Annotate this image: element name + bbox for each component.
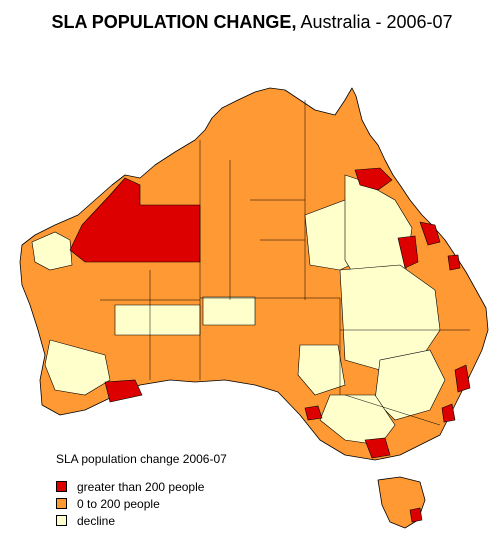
region-high-qld-coast-2 <box>419 221 441 246</box>
region-decline-inland-east <box>339 264 441 371</box>
map-title: SLA POPULATION CHANGE, Australia - 2006-… <box>0 12 504 33</box>
map-title-regular: Australia - <box>296 12 387 32</box>
region-high-sydney <box>441 403 456 423</box>
legend-item: 0 to 200 people <box>56 495 227 512</box>
region-high-melbourne <box>364 437 391 459</box>
region-high-tasmania <box>409 507 423 523</box>
border-vic-nsw <box>344 394 441 426</box>
region-high-se-qld <box>447 254 461 271</box>
legend-label: 0 to 200 people <box>77 496 160 511</box>
region-high-pilbara <box>69 177 201 263</box>
legend-item: greater than 200 people <box>56 478 227 495</box>
region-decline-wa-south <box>44 339 111 396</box>
region-decline-sa <box>297 344 346 396</box>
region-decline-wa-north <box>31 231 73 271</box>
legend-label: decline <box>77 513 116 528</box>
region-high-qld-north <box>354 167 393 191</box>
region-high-adelaide <box>304 405 323 421</box>
map-title-year: 2006-07 <box>386 12 453 32</box>
legend-items: greater than 200 people 0 to 200 people de… <box>56 478 227 529</box>
region-decline-central-1 <box>114 304 201 336</box>
region-decline-central-2 <box>202 296 256 326</box>
region-high-nsw-coast <box>454 364 471 393</box>
map-legend: SLA population change 2006-07 greater th… <box>56 452 227 529</box>
legend-title: SLA population change 2006-07 <box>56 452 227 466</box>
region-high-qld-coast-1 <box>397 235 419 269</box>
legend-swatch <box>56 515 67 526</box>
legend-swatch <box>56 498 67 509</box>
legend-item: decline <box>56 512 227 529</box>
map-title-bold: SLA POPULATION CHANGE, <box>51 12 297 32</box>
region-high-wa-southwest <box>104 379 143 403</box>
legend-swatch <box>56 481 67 492</box>
legend-label: greater than 200 people <box>77 479 205 494</box>
